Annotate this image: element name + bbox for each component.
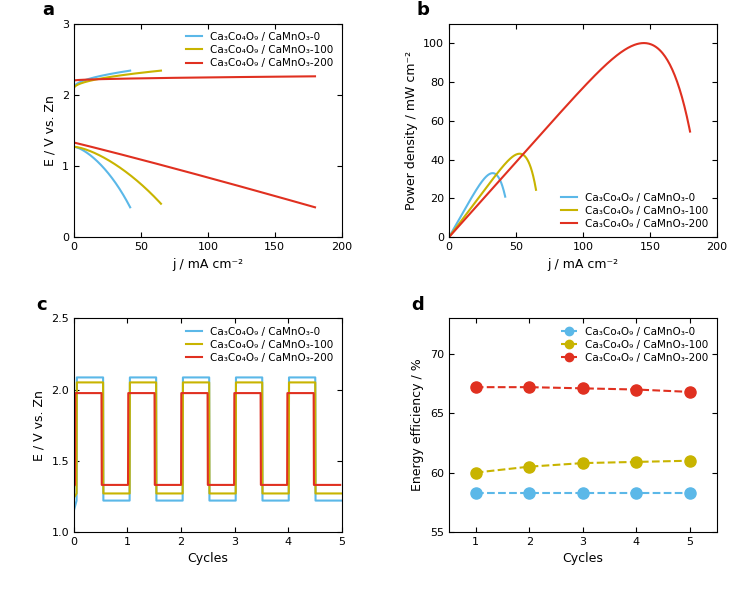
Legend: Ca₃Co₄O₉ / CaMnO₃-0, Ca₃Co₄O₉ / CaMnO₃-100, Ca₃Co₄O₉ / CaMnO₃-200: Ca₃Co₄O₉ / CaMnO₃-0, Ca₃Co₄O₉ / CaMnO₃-1… xyxy=(183,323,336,366)
X-axis label: Cycles: Cycles xyxy=(188,553,228,566)
Legend: Ca₃Co₄O₉ / CaMnO₃-0, Ca₃Co₄O₉ / CaMnO₃-100, Ca₃Co₄O₉ / CaMnO₃-200: Ca₃Co₄O₉ / CaMnO₃-0, Ca₃Co₄O₉ / CaMnO₃-1… xyxy=(558,190,712,232)
Y-axis label: E / V vs. Zn: E / V vs. Zn xyxy=(44,95,56,166)
Y-axis label: Energy efficiency / %: Energy efficiency / % xyxy=(412,359,424,492)
X-axis label: Cycles: Cycles xyxy=(562,553,603,566)
X-axis label: j / mA cm⁻²: j / mA cm⁻² xyxy=(548,258,619,271)
X-axis label: j / mA cm⁻²: j / mA cm⁻² xyxy=(172,258,243,271)
Text: a: a xyxy=(42,1,54,20)
Text: c: c xyxy=(36,296,47,314)
Legend: Ca₃Co₄O₉ / CaMnO₃-0, Ca₃Co₄O₉ / CaMnO₃-100, Ca₃Co₄O₉ / CaMnO₃-200: Ca₃Co₄O₉ / CaMnO₃-0, Ca₃Co₄O₉ / CaMnO₃-1… xyxy=(558,323,712,366)
Legend: Ca₃Co₄O₉ / CaMnO₃-0, Ca₃Co₄O₉ / CaMnO₃-100, Ca₃Co₄O₉ / CaMnO₃-200: Ca₃Co₄O₉ / CaMnO₃-0, Ca₃Co₄O₉ / CaMnO₃-1… xyxy=(183,29,336,72)
Text: b: b xyxy=(417,1,429,20)
Y-axis label: Power density / mW cm⁻²: Power density / mW cm⁻² xyxy=(404,51,418,210)
Text: d: d xyxy=(412,296,424,314)
Y-axis label: E / V vs. Zn: E / V vs. Zn xyxy=(33,389,46,460)
